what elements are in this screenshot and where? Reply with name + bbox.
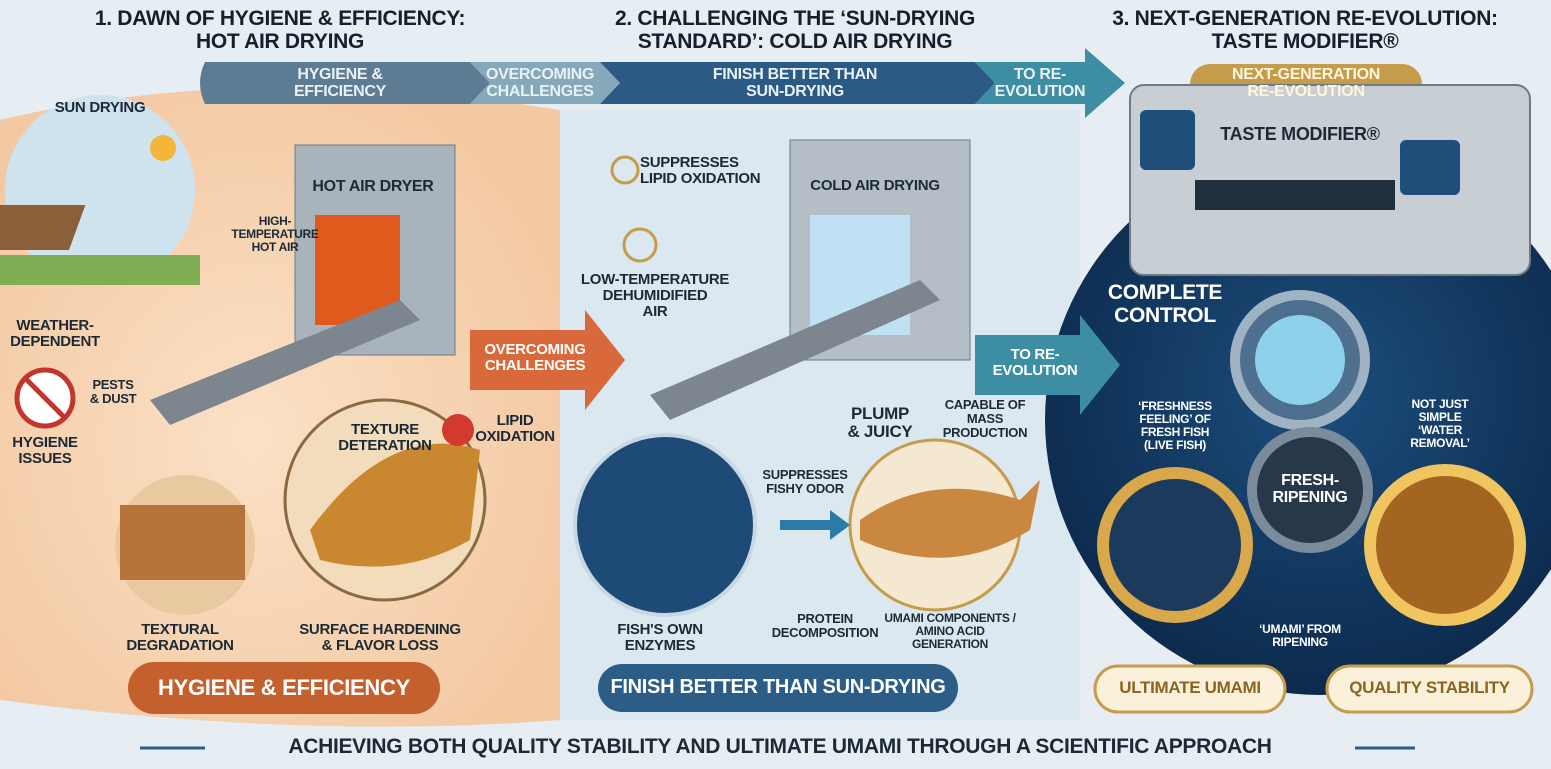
label: SUPPRESSES FISHY ODOR: [762, 467, 848, 497]
label: TASTE MODIFIER®: [1220, 124, 1380, 144]
banner-label: FINISH BETTER THAN SUN-DRYING: [712, 66, 878, 101]
pill: [128, 662, 440, 714]
small-arrow: [780, 510, 850, 540]
pill: [1325, 664, 1534, 714]
label: LIPID OXIDATION: [475, 412, 555, 446]
x-icon: [442, 414, 474, 446]
arrow-label: OVERCOMING CHALLENGES: [484, 341, 586, 375]
sun: [150, 135, 176, 161]
banner-label: OVERCOMING CHALLENGES: [485, 66, 595, 101]
pill: [1093, 664, 1287, 714]
label: UMAMI COMPONENTS / AMINO ACID GENERATION: [884, 611, 1016, 651]
title: 1. DAWN OF HYGIENE & EFFICIENCY: HOT AIR…: [94, 7, 466, 53]
label: LOW-TEMPERATURE DEHUMIDIFIED AIR: [580, 271, 730, 321]
arrow-re-evolution: [975, 315, 1120, 415]
gear: [1364, 464, 1526, 626]
arrow-overcoming: [470, 310, 625, 410]
gear-center: [1255, 315, 1345, 405]
label: HOT AIR DRYER: [312, 178, 434, 195]
conveyor: [150, 300, 420, 425]
label: ‘FRESHNESS FEELING’ OF FRESH FISH (LIVE …: [1138, 399, 1212, 452]
banner-arrow: [975, 48, 1125, 118]
no-pests-slash: [23, 376, 67, 420]
banner-label: TO RE- EVOLUTION: [994, 66, 1086, 101]
label: FISH'S OWN ENZYMES: [617, 621, 703, 655]
label: PROTEIN DECOMPOSITION: [771, 611, 879, 641]
plump-fish: [860, 480, 1040, 558]
label: SUPPRESSES LIPID OXIDATION: [640, 154, 761, 188]
label: FRESH- RIPENING: [1272, 472, 1348, 507]
pill-label: HYGIENE & EFFICIENCY: [158, 675, 410, 700]
banner-seg: [470, 62, 620, 104]
label: PESTS & DUST: [89, 377, 137, 407]
pill-label: ULTIMATE UMAMI: [1119, 678, 1261, 697]
title: 2. CHALLENGING THE ‘SUN-DRYING STANDARD’…: [614, 7, 976, 53]
label: ‘UMAMI’ FROM RIPENING: [1259, 622, 1341, 649]
drying-rack: [0, 205, 86, 250]
pill: [598, 664, 958, 712]
conveyor: [650, 280, 940, 420]
grass: [0, 255, 200, 285]
gear: [1097, 467, 1253, 623]
label: COLD AIR DRYING: [810, 177, 940, 194]
banner-label: NEXT-GENERATION RE-EVOLUTION: [1231, 66, 1381, 101]
pill-label: FINISH BETTER THAN SUN-DRYING: [610, 676, 946, 698]
label: HYGIENE ISSUES: [12, 434, 78, 468]
display: [1140, 110, 1195, 170]
title: 3. NEXT-GENERATION RE-EVOLUTION: TASTE M…: [1112, 7, 1498, 53]
gear: [1247, 427, 1373, 553]
texture-sample: [120, 505, 245, 580]
label: SURFACE HARDENING & FLAVOR LOSS: [299, 621, 461, 655]
check-icon: [610, 155, 640, 185]
dried-fish: [310, 443, 480, 567]
enzyme-closeup: [573, 433, 757, 617]
label: TEXTURE DETERATION: [338, 421, 432, 455]
label: HIGH- TEMPERATURE HOT AIR: [231, 214, 319, 254]
pill-label: QUALITY STABILITY: [1349, 678, 1510, 697]
label: COMPLETE CONTROL: [1107, 281, 1223, 327]
banner-seg: [200, 62, 490, 104]
label: CAPABLE OF MASS PRODUCTION: [942, 397, 1028, 441]
label: PLUMP & JUICY: [847, 404, 913, 442]
machine-slot: [1195, 180, 1395, 210]
label: NOT JUST SIMPLE ‘WATER REMOVAL’: [1410, 397, 1470, 450]
label: TEXTURAL DEGRADATION: [126, 621, 234, 655]
arrow-label: TO RE- EVOLUTION: [992, 346, 1078, 380]
banner-label: HYGIENE & EFFICIENCY: [293, 66, 387, 101]
label: SUN DRYING: [54, 99, 146, 116]
label: WEATHER- DEPENDENT: [10, 317, 100, 351]
display: [1400, 140, 1460, 195]
check-icon: [622, 227, 658, 263]
footer: ACHIEVING BOTH QUALITY STABILITY AND ULT…: [288, 735, 1272, 758]
banner-seg: [600, 62, 995, 104]
